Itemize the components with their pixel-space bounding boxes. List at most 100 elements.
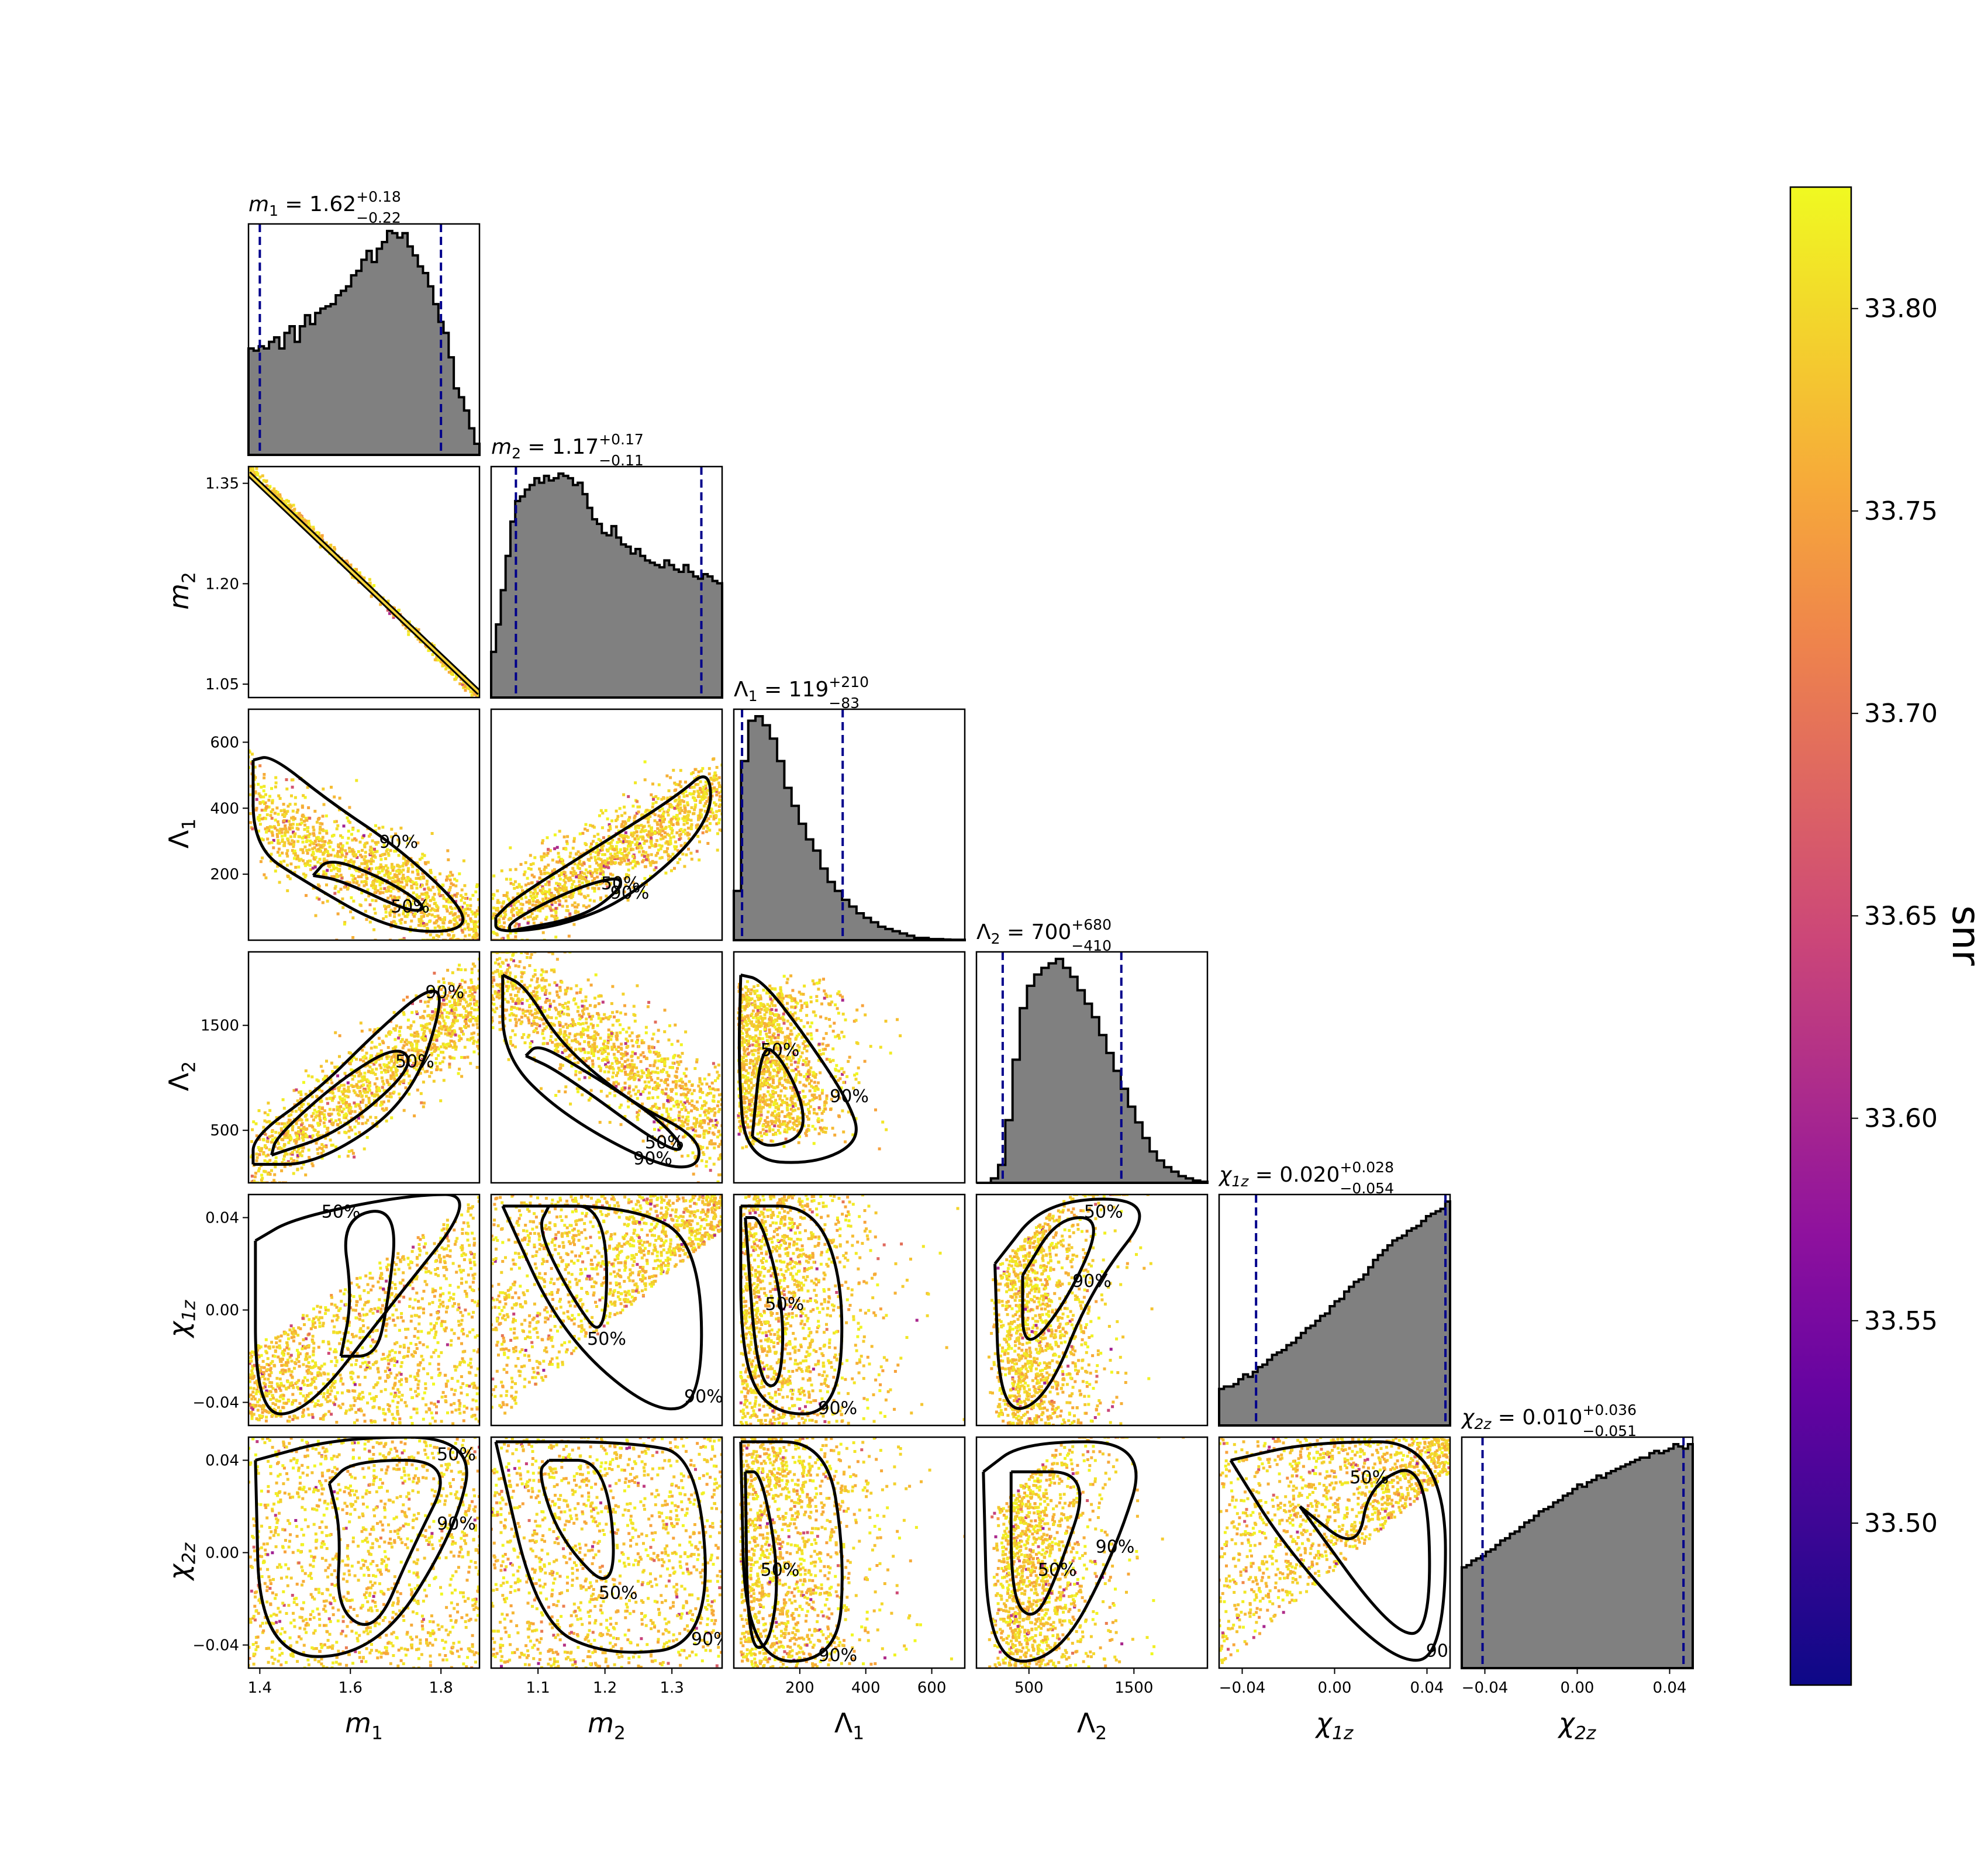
scatter-point: [508, 974, 512, 978]
scatter-point: [393, 875, 396, 878]
scatter-point: [379, 854, 382, 858]
scatter-point: [402, 998, 405, 1002]
scatter-point: [592, 826, 596, 829]
scatter-point: [467, 1024, 470, 1028]
scatter-point: [339, 864, 341, 867]
scatter-point: [311, 867, 315, 870]
scatter-point: [421, 1024, 424, 1028]
scatter-point: [275, 1116, 278, 1119]
scatter-point: [650, 830, 653, 833]
scatter-point: [248, 750, 251, 754]
scatter-point: [304, 1069, 308, 1072]
scatter-point: [594, 851, 598, 854]
scatter-point: [379, 863, 382, 867]
scatter-point: [352, 1089, 356, 1093]
scatter-point: [404, 859, 408, 862]
scatter-point: [442, 896, 446, 899]
scatter-point: [384, 864, 388, 868]
scatter-point: [322, 803, 326, 806]
scatter-point: [717, 805, 721, 808]
scatter-point: [660, 856, 664, 859]
scatter-point: [586, 858, 590, 861]
scatter-point: [454, 884, 458, 888]
scatter-point: [291, 1125, 294, 1128]
scatter-point: [375, 1067, 378, 1071]
scatter-point: [627, 851, 631, 855]
scatter-point: [463, 685, 467, 688]
scatter-point: [375, 1045, 378, 1049]
scatter-point: [472, 1050, 476, 1054]
scatter-point: [363, 844, 366, 847]
scatter-point: [352, 881, 356, 884]
scatter-point: [468, 1038, 471, 1042]
scatter-point: [476, 1026, 479, 1030]
scatter-point: [394, 1028, 397, 1032]
scatter-point: [550, 896, 554, 899]
scatter-point: [426, 1069, 429, 1073]
scatter-point: [657, 814, 661, 817]
scatter-point: [453, 918, 456, 921]
scatter-point: [303, 823, 307, 827]
scatter-point: [370, 852, 372, 855]
scatter-point: [455, 895, 458, 898]
scatter-point: [676, 861, 679, 864]
scatter-point: [696, 795, 700, 798]
scatter-point: [591, 1043, 595, 1047]
scatter-point: [715, 788, 719, 791]
scatter-point: [548, 907, 552, 910]
scatter-point: [279, 809, 283, 813]
scatter-point: [341, 1092, 345, 1096]
scatter-point: [453, 1029, 456, 1033]
scatter-point: [381, 853, 384, 857]
scatter-point: [531, 917, 535, 921]
scatter-point: [468, 933, 471, 937]
scatter-point: [383, 852, 386, 856]
scatter-point: [368, 578, 371, 581]
scatter-point: [693, 798, 696, 802]
scatter-point: [500, 869, 503, 872]
scatter-point: [473, 927, 477, 930]
scatter-point: [422, 1081, 425, 1084]
scatter-point: [455, 892, 459, 895]
scatter-point: [521, 912, 524, 916]
scatter-point: [539, 870, 543, 873]
scatter-point: [627, 818, 631, 821]
scatter-point: [581, 1057, 585, 1060]
scatter-point: [585, 1017, 588, 1021]
scatter-point: [538, 1017, 541, 1020]
scatter-point: [353, 568, 357, 571]
scatter-point: [677, 809, 681, 812]
scatter-point: [436, 914, 440, 918]
scatter-point: [312, 1119, 315, 1121]
scatter-point: [377, 1095, 381, 1099]
scatter-point: [599, 858, 603, 861]
scatter-point: [368, 848, 372, 852]
scatter-point: [637, 837, 640, 841]
scatter-point: [286, 810, 289, 813]
scatter-point: [399, 885, 402, 888]
scatter-point: [626, 1064, 629, 1067]
scatter-point: [330, 785, 333, 789]
scatter-point: [382, 1082, 385, 1086]
scatter-point: [529, 956, 532, 959]
scatter-point: [408, 1092, 411, 1096]
scatter-point: [420, 920, 424, 924]
scatter-point: [408, 879, 411, 882]
scatter-point: [415, 1034, 419, 1037]
scatter-point: [651, 805, 654, 809]
scatter-point: [647, 830, 651, 833]
scatter-point: [317, 872, 320, 876]
scatter-point: [439, 1004, 443, 1008]
scatter-point: [419, 1000, 422, 1003]
scatter-point: [526, 1035, 530, 1039]
scatter-point: [282, 500, 286, 504]
scatter-point: [353, 851, 356, 854]
scatter-point: [697, 775, 700, 778]
scatter-point: [341, 897, 344, 900]
scatter-point: [552, 876, 555, 879]
scatter-point: [658, 857, 662, 860]
scatter-point: [402, 623, 405, 627]
scatter-point: [478, 957, 479, 961]
scatter-point: [581, 1009, 584, 1013]
scatter-point: [265, 805, 269, 809]
